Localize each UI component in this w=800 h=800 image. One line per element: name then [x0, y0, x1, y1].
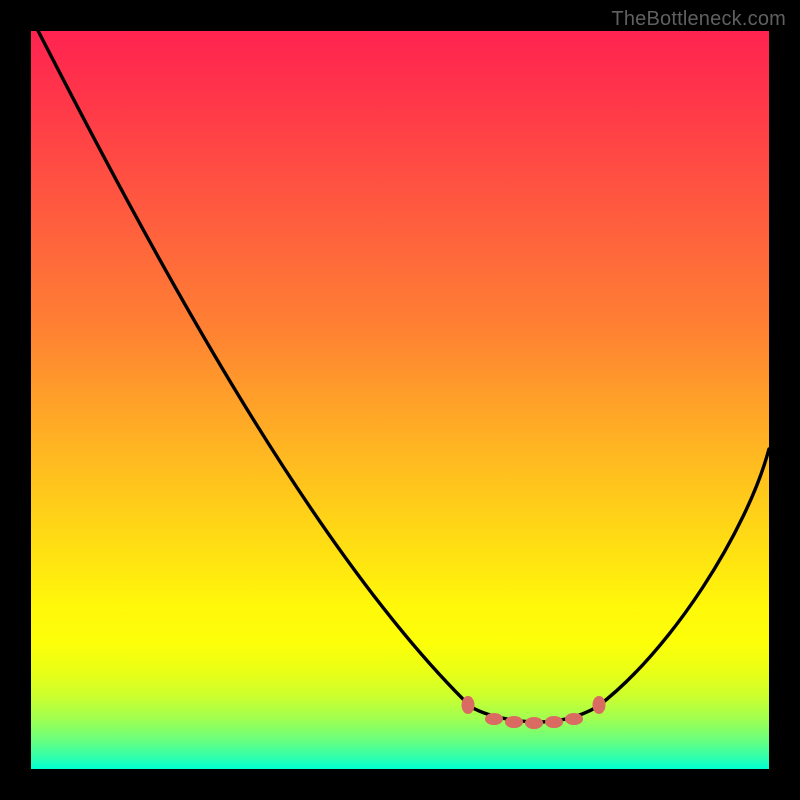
- curve-marker: [567, 715, 581, 723]
- chart-plot-area: [31, 31, 769, 769]
- curve-marker: [547, 718, 561, 726]
- bottleneck-curve-layer: [31, 31, 769, 769]
- bottleneck-curve: [31, 31, 769, 722]
- curve-marker: [507, 718, 521, 726]
- attribution-text: TheBottleneck.com: [611, 8, 786, 31]
- curve-marker: [487, 715, 501, 723]
- curve-marker: [595, 698, 604, 712]
- curve-marker: [527, 719, 541, 727]
- curve-marker: [464, 698, 473, 712]
